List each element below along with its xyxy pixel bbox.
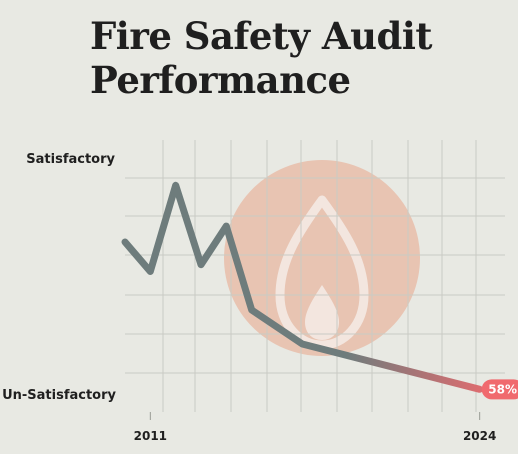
x-axis-ticks [149,412,481,420]
y-label-bottom: Un-Satisfactory [2,388,116,403]
y-label-top: Satisfactory [26,152,115,167]
end-value-badge: 58% [481,379,518,400]
x-tick-label-2011: 2011 [134,429,167,443]
x-tick-label-2024: 2024 [463,429,496,443]
chart-title: Fire Safety Audit Performance [90,14,433,102]
chart-title-line-2: Performance [90,58,351,102]
chart-title-line-1: Fire Safety Audit [90,14,433,58]
chart-grid [125,140,505,412]
series-line [121,181,484,393]
end-value-label: 58% [488,382,517,396]
flame-icon [224,160,420,356]
